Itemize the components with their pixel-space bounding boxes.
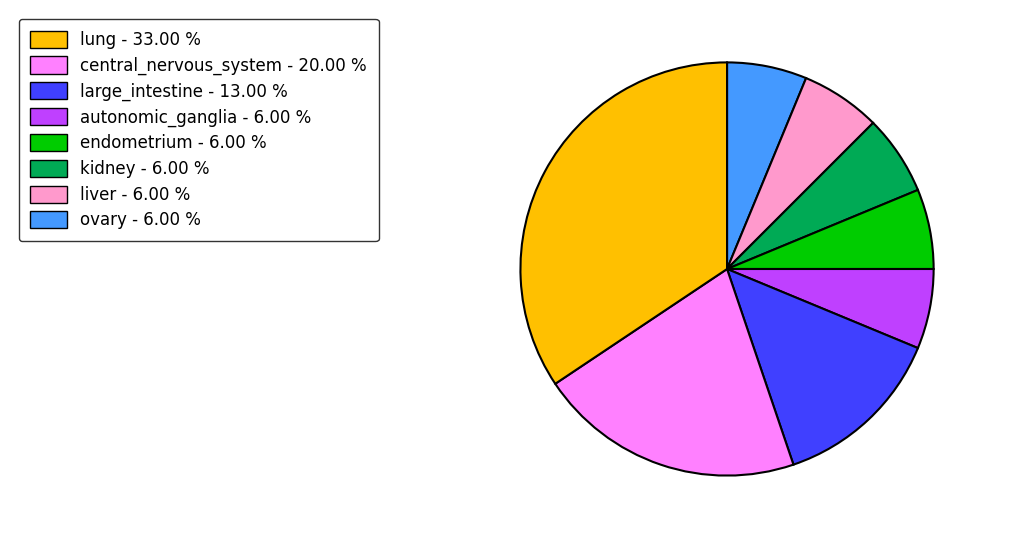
Wedge shape [727,269,918,465]
Wedge shape [727,190,934,269]
Wedge shape [727,123,918,269]
Wedge shape [555,269,794,476]
Wedge shape [520,62,727,384]
Wedge shape [727,62,806,269]
Wedge shape [727,269,934,348]
Wedge shape [727,78,873,269]
Legend: lung - 33.00 %, central_nervous_system - 20.00 %, large_intestine - 13.00 %, aut: lung - 33.00 %, central_nervous_system -… [18,19,379,241]
